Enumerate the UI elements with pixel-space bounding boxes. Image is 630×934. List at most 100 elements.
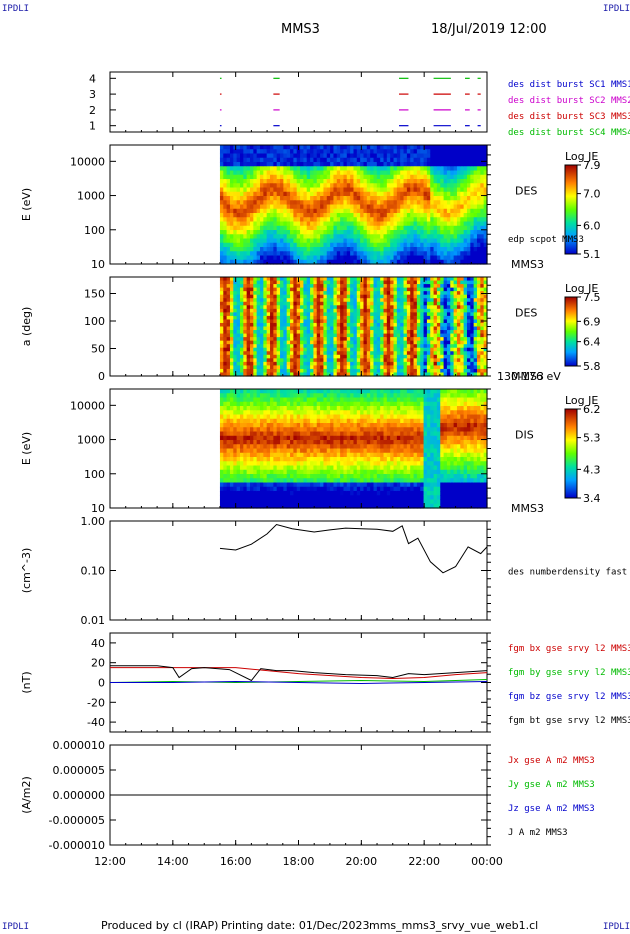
spectrogram-cell: [376, 312, 381, 317]
spectrogram-cell: [426, 368, 431, 374]
spectrogram-cell: [336, 333, 341, 338]
spectrogram-cell: [223, 157, 228, 163]
spectrogram-cell: [286, 174, 291, 180]
spectrogram-cell: [453, 191, 458, 197]
spectrogram-cell: [253, 298, 258, 303]
spectrogram-cell: [346, 251, 351, 257]
spectrogram-cell: [383, 312, 388, 317]
spectrogram-cell: [340, 358, 345, 363]
spectrogram-cell: [436, 208, 441, 214]
spectrogram-cell: [316, 315, 321, 321]
spectrogram-cell: [383, 255, 388, 261]
spectrogram-cell: [239, 166, 244, 172]
spectrogram-cell: [326, 333, 331, 338]
spectrogram-cell: [250, 221, 254, 227]
spectrogram-cell: [410, 287, 415, 292]
spectrogram-cell: [470, 208, 475, 214]
spectrogram-cell: [480, 280, 485, 285]
spectrogram-cell: [346, 162, 351, 167]
spectrogram-cell: [239, 149, 244, 155]
spectrogram-cell: [236, 344, 241, 349]
spectrogram-cell: [443, 153, 448, 159]
spectrogram-cell: [323, 213, 328, 218]
spectrogram-cell: [343, 305, 348, 310]
spectrogram-cell: [406, 340, 411, 345]
spectrogram-cell: [333, 287, 338, 292]
spectrogram-cell: [246, 361, 251, 366]
spectrogram-cell: [443, 277, 448, 282]
spectrogram-cell: [383, 347, 388, 352]
spectrogram-cell: [320, 221, 325, 227]
spectrogram-cell: [413, 259, 418, 265]
spectrogram-cell: [343, 187, 348, 193]
spectrogram-cell: [453, 319, 458, 324]
spectrogram-cell: [483, 337, 488, 342]
spectrogram-cell: [246, 499, 251, 505]
spectrogram-cell: [300, 298, 305, 303]
spectrogram-cell: [473, 145, 478, 150]
spectrogram-cell: [413, 179, 418, 184]
spectrogram-cell: [346, 322, 351, 328]
spectrogram-cell: [316, 196, 321, 201]
spectrogram-cell: [229, 414, 234, 420]
spectrogram-cell: [403, 157, 408, 163]
spectrogram-cell: [250, 157, 254, 163]
spectrogram-cell: [236, 251, 241, 257]
spectrogram-cell: [360, 291, 365, 296]
spectrogram-cell: [236, 157, 241, 163]
spectrogram-cell: [376, 200, 381, 206]
spectrogram-cell: [393, 372, 398, 377]
spectrogram-cell: [310, 330, 315, 335]
spectrogram-cell: [420, 287, 425, 292]
spectrogram-cell: [273, 196, 278, 201]
spectrogram-cell: [296, 347, 301, 352]
spectrogram-cell: [253, 277, 258, 282]
spectrogram-cell: [270, 315, 274, 321]
spectrogram-cell: [239, 208, 244, 214]
spectrogram-cell: [260, 247, 264, 252]
spectrogram-cell: [373, 225, 378, 231]
spectrogram-cell: [466, 196, 471, 201]
spectrogram-cell: [250, 469, 254, 475]
spectrogram-cell: [400, 174, 405, 180]
spectrogram-cell: [306, 340, 311, 345]
spectrogram-cell: [443, 213, 448, 218]
spectrogram-cell: [250, 431, 254, 437]
spectrogram-cell: [236, 326, 241, 331]
spectrogram-cell: [276, 255, 281, 261]
spectrogram-cell: [296, 315, 301, 321]
spectrogram-cell: [266, 333, 271, 338]
spectrogram-cell: [229, 149, 234, 155]
spectrogram-cell: [440, 337, 445, 342]
spectrogram-cell: [316, 166, 321, 172]
spectrogram-cell: [300, 372, 305, 377]
spectrogram-cell: [473, 347, 478, 352]
spectrogram-cell: [476, 340, 481, 345]
spectrogram-cell: [280, 330, 284, 335]
spectrogram-cell: [300, 162, 305, 167]
spectrogram-cell: [239, 319, 244, 324]
spectrogram-cell: [236, 259, 241, 265]
spectrogram-cell: [270, 277, 274, 282]
spectrogram-cell: [380, 183, 385, 189]
spectrogram-cell: [406, 221, 411, 227]
spectrogram-cell: [270, 333, 274, 338]
spectrogram-cell: [323, 372, 328, 377]
spectrogram-cell: [313, 242, 318, 248]
spectrogram-cell: [426, 242, 431, 248]
spectrogram-cell: [226, 225, 231, 231]
spectrogram-cell: [410, 225, 415, 231]
spectrogram-cell: [483, 217, 488, 223]
spectrogram-cell: [386, 315, 391, 321]
spectrogram-cell: [480, 149, 485, 155]
spectrogram-cell: [470, 204, 475, 210]
spectrogram-cell: [330, 247, 335, 252]
spectrogram-cell: [219, 305, 224, 310]
spectrogram-cell: [313, 153, 318, 159]
spectrogram-cell: [450, 149, 455, 155]
spectrogram-cell: [346, 242, 351, 248]
spectrogram-cell: [273, 322, 278, 328]
spectrogram-cell: [250, 242, 254, 248]
spectrogram-cell: [416, 234, 421, 240]
spectrogram-cell: [250, 351, 254, 356]
